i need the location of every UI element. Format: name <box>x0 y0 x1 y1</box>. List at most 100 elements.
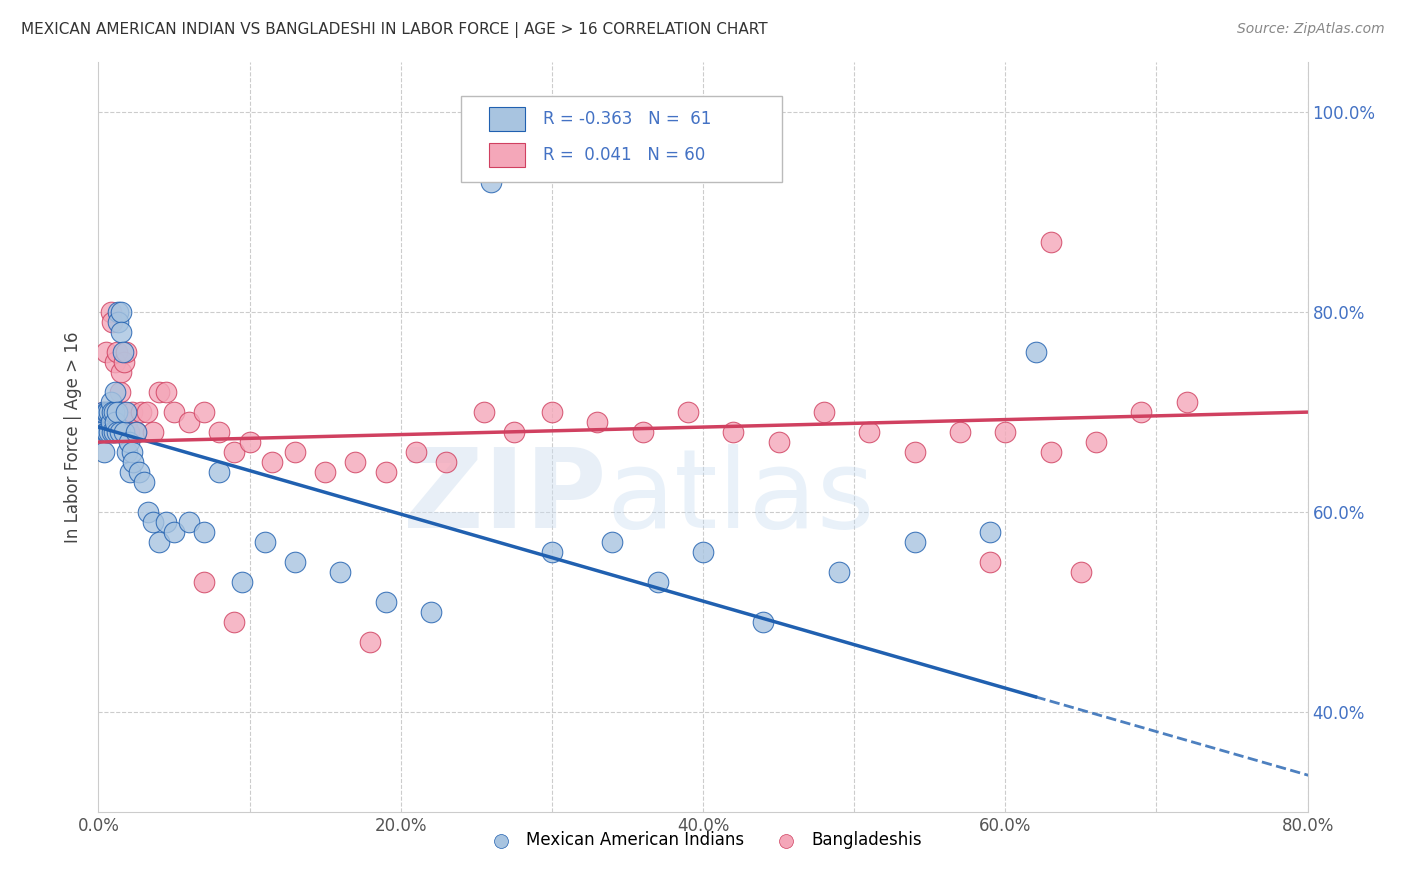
Point <box>692 545 714 559</box>
Point <box>193 574 215 589</box>
Point <box>104 385 127 400</box>
Point <box>105 405 128 419</box>
Point <box>828 565 851 579</box>
Point <box>112 355 135 369</box>
Point <box>96 405 118 419</box>
Point <box>224 445 246 459</box>
Point <box>344 455 367 469</box>
Point <box>949 425 972 439</box>
FancyBboxPatch shape <box>489 144 526 168</box>
Point <box>115 415 138 429</box>
Point <box>752 615 775 629</box>
Text: R = -0.363   N =  61: R = -0.363 N = 61 <box>543 111 711 128</box>
Point <box>193 405 215 419</box>
Point <box>110 305 132 319</box>
Point <box>100 415 122 429</box>
Point <box>540 545 562 559</box>
Point <box>135 405 157 419</box>
Point <box>111 405 134 419</box>
Text: Source: ZipAtlas.com: Source: ZipAtlas.com <box>1237 22 1385 37</box>
Point <box>481 175 503 189</box>
Point <box>405 445 427 459</box>
Point <box>118 435 141 450</box>
Point <box>101 405 124 419</box>
Point <box>125 425 148 439</box>
Point <box>125 425 148 439</box>
Point <box>96 425 118 439</box>
Point <box>120 465 142 479</box>
Point <box>103 425 125 439</box>
Point <box>98 405 121 419</box>
Point <box>94 425 117 439</box>
Point <box>329 565 352 579</box>
Text: ZIP: ZIP <box>404 443 606 550</box>
Point <box>94 405 117 419</box>
Point <box>105 425 128 439</box>
Point <box>262 455 284 469</box>
Point <box>142 515 165 529</box>
Point <box>163 524 186 539</box>
Point <box>179 515 201 529</box>
Point <box>1070 565 1092 579</box>
Point <box>100 305 122 319</box>
Point <box>142 425 165 439</box>
Point <box>676 405 699 419</box>
Point <box>112 425 135 439</box>
Point <box>208 425 231 439</box>
Point <box>1024 345 1046 359</box>
Point <box>586 415 609 429</box>
Point <box>179 415 201 429</box>
Point <box>155 515 177 529</box>
Point <box>132 475 155 489</box>
Point <box>111 345 134 359</box>
Point <box>374 595 396 609</box>
Point <box>93 445 115 459</box>
Point <box>94 345 117 359</box>
Point <box>115 445 138 459</box>
Point <box>1130 405 1153 419</box>
Point <box>1085 435 1108 450</box>
FancyBboxPatch shape <box>461 96 782 182</box>
Point <box>858 425 880 439</box>
Point <box>155 385 177 400</box>
Point <box>101 425 124 439</box>
Point <box>420 605 443 619</box>
Point <box>631 425 654 439</box>
Point <box>122 455 145 469</box>
Text: atlas: atlas <box>606 443 875 550</box>
Point <box>434 455 457 469</box>
Point <box>118 425 141 439</box>
Point <box>979 524 1001 539</box>
Point <box>503 425 526 439</box>
Point <box>110 365 132 379</box>
Point <box>314 465 336 479</box>
Point <box>723 425 745 439</box>
Point <box>100 395 122 409</box>
Point <box>114 345 136 359</box>
Point <box>101 315 124 329</box>
Point <box>472 405 495 419</box>
Point <box>90 425 112 439</box>
Point <box>1175 395 1198 409</box>
Point <box>104 355 127 369</box>
Point <box>89 415 111 429</box>
Point <box>148 535 170 549</box>
Point <box>904 445 927 459</box>
Point <box>103 425 125 439</box>
Point <box>163 405 186 419</box>
Point <box>107 405 129 419</box>
Legend: Mexican American Indians, Bangladeshis: Mexican American Indians, Bangladeshis <box>478 824 928 855</box>
Text: R =  0.041   N = 60: R = 0.041 N = 60 <box>543 146 706 164</box>
Text: MEXICAN AMERICAN INDIAN VS BANGLADESHI IN LABOR FORCE | AGE > 16 CORRELATION CHA: MEXICAN AMERICAN INDIAN VS BANGLADESHI I… <box>21 22 768 38</box>
Point <box>231 574 253 589</box>
Point <box>208 465 231 479</box>
Point <box>136 505 159 519</box>
Point <box>105 345 128 359</box>
Point <box>110 325 132 339</box>
Point <box>91 405 114 419</box>
Point <box>148 385 170 400</box>
Point <box>128 465 150 479</box>
Point <box>979 555 1001 569</box>
Point <box>994 425 1017 439</box>
Point <box>904 535 927 549</box>
